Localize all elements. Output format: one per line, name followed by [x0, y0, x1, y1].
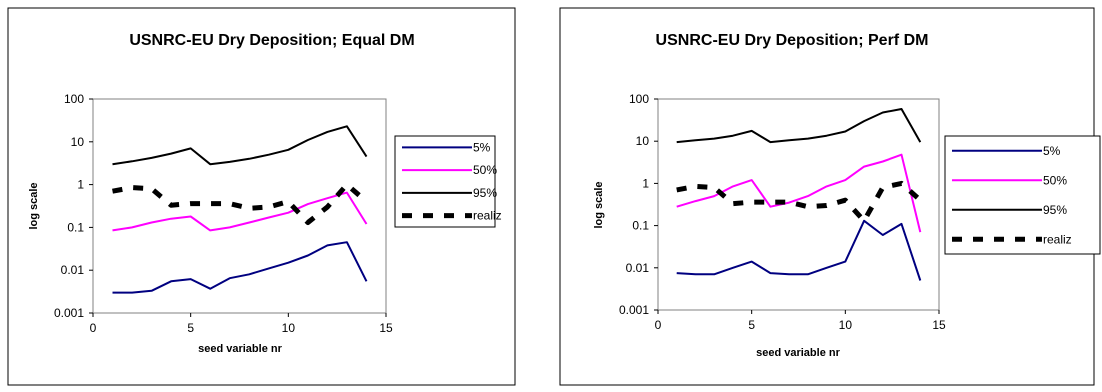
y-tick-label: 1 [77, 178, 84, 192]
x-tick-label: 0 [90, 321, 97, 335]
legend-label: realiz [473, 209, 502, 223]
x-tick-label: 15 [932, 318, 946, 332]
y-tick-label: 10 [636, 134, 650, 148]
x-tick-label: 5 [748, 318, 755, 332]
series-line-50pct [112, 191, 368, 232]
x-tick-label: 0 [655, 318, 662, 332]
legend-label: 5% [473, 140, 491, 154]
series-line-realiz [112, 182, 369, 225]
plot-marks [654, 98, 940, 314]
legend-label: 95% [473, 186, 497, 200]
y-tick-labels: 0.001 0.01 0.1 1 10 100 [619, 92, 649, 317]
x-tick-labels: 0 5 10 15 [655, 318, 946, 332]
legend: 5% 50% 95% realiz [402, 140, 502, 223]
legend: 5% 50% 95% realiz [952, 144, 1072, 246]
x-tick-label: 5 [187, 321, 194, 335]
chart-perf-dm: USNRC-EU Dry Deposition; Perf DM 0.0010.… [559, 7, 1101, 386]
x-tick-labels: 0 5 10 15 [90, 321, 393, 335]
x-axis-label: seed variable nr [756, 347, 840, 359]
y-tick-label: 1 [642, 176, 649, 190]
series-line-50pct [676, 153, 922, 233]
legend-box [944, 135, 1101, 255]
chart-title: USNRC-EU Dry Deposition; Equal DM [129, 32, 414, 49]
x-tick-label: 10 [282, 321, 296, 335]
y-tick-label: 0.1 [632, 219, 649, 233]
y-tick-labels: 0.001 0.01 0.1 1 10 100 [54, 92, 84, 320]
y-tick-label: 0.1 [67, 220, 84, 234]
y-axis-label: log scale [593, 181, 605, 228]
y-tick-label: 100 [629, 92, 649, 106]
legend-label: 5% [1043, 144, 1061, 158]
y-tick-label: 0.01 [626, 261, 650, 275]
legend-box [394, 135, 496, 228]
series-line-5pct [676, 219, 922, 281]
y-tick-label: 0.001 [619, 303, 649, 317]
y-tick-label: 0.01 [61, 263, 85, 277]
chart-title: USNRC-EU Dry Deposition; Perf DM [656, 32, 929, 49]
y-tick-label: 10 [71, 135, 85, 149]
series-line-95pct [676, 108, 922, 144]
x-axis-label: seed variable nr [198, 343, 282, 355]
legend-label: realiz [1043, 232, 1072, 246]
legend-label: 50% [1043, 173, 1067, 187]
legend-label: 95% [1043, 203, 1067, 217]
y-tick-label: 0.001 [54, 306, 84, 320]
legend-label: 50% [473, 163, 497, 177]
series-line-realiz [676, 180, 922, 224]
plot-marks [89, 98, 387, 317]
series-line-95pct [112, 125, 368, 166]
y-axis-label: log scale [28, 182, 40, 229]
series-line-5pct [112, 241, 368, 294]
chart-equal-dm: USNRC-EU Dry Deposition; Equal DM 0.0010… [7, 7, 516, 386]
x-tick-label: 15 [379, 321, 393, 335]
x-tick-label: 10 [839, 318, 853, 332]
y-tick-label: 100 [64, 92, 84, 106]
